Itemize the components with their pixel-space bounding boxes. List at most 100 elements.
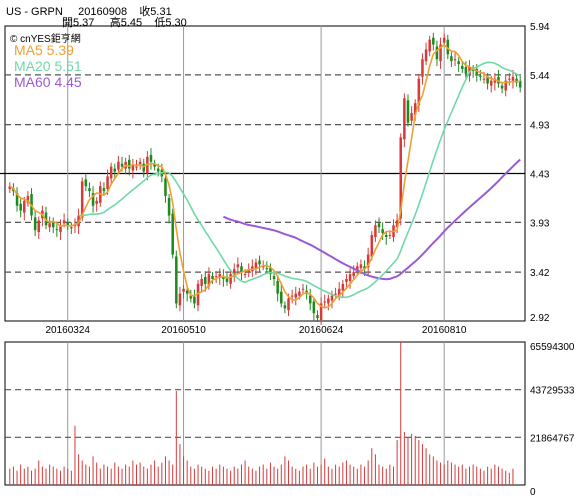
candle-body — [287, 298, 290, 311]
candle-body — [254, 262, 258, 269]
candle-body — [388, 235, 392, 237]
candle-body — [120, 163, 124, 167]
legend-ma5: MA5 5.39 — [14, 42, 74, 58]
candle-body — [229, 274, 232, 284]
volume-y-tick-label: 65594300 — [530, 342, 575, 353]
candle-body — [62, 220, 66, 224]
candle-body — [450, 56, 453, 62]
header-line-1: US - GRPN 20160908 收5.31 — [6, 3, 172, 19]
candle-body — [117, 161, 120, 170]
ma20-line — [78, 61, 521, 299]
candle-body — [15, 193, 19, 206]
candle-body — [406, 100, 410, 123]
x-tick-label: 20160810 — [422, 325, 467, 336]
candle-body — [446, 39, 450, 55]
candle-body — [518, 80, 522, 88]
candle-body — [417, 78, 421, 106]
candle-body — [345, 278, 348, 282]
volume-y-tick-label: 0 — [530, 487, 536, 498]
candle-body — [33, 217, 37, 231]
candle-body — [399, 137, 403, 219]
candle-body — [214, 276, 218, 278]
candle-body — [489, 80, 493, 86]
candle-body — [352, 272, 355, 277]
candle-body — [95, 200, 98, 204]
symbol: US - GRPN — [6, 6, 63, 18]
candle-body — [175, 256, 178, 304]
candle-body — [308, 295, 312, 304]
ma5-line — [9, 44, 521, 309]
candle-body — [135, 166, 138, 168]
candle-body — [283, 305, 287, 309]
candle-body — [261, 266, 265, 268]
y-tick-label: 5.44 — [530, 71, 550, 82]
candle-body — [113, 168, 117, 172]
candle-body — [377, 223, 381, 228]
candle-body — [500, 85, 504, 89]
y-tick-label: 2.92 — [530, 313, 550, 324]
candle-body — [131, 164, 135, 171]
x-tick-label: 20160324 — [45, 325, 90, 336]
candle-body — [432, 37, 435, 45]
candle-body — [200, 278, 203, 286]
candle-body — [374, 225, 377, 237]
candle-body — [453, 59, 457, 61]
brand-label: © cnYES鉅亨網 — [10, 30, 81, 45]
candle-body — [218, 274, 222, 279]
candle-body — [348, 274, 352, 281]
candle-body — [327, 298, 330, 304]
candle-body — [171, 213, 174, 255]
candle-body — [403, 98, 406, 140]
candle-body — [127, 159, 131, 169]
candle-body — [80, 181, 84, 218]
candle-body — [442, 37, 446, 43]
candle-body — [204, 277, 207, 284]
candle-body — [91, 193, 95, 206]
candle-body — [312, 301, 316, 314]
candle-body — [55, 229, 59, 231]
candle-body — [88, 188, 91, 192]
candle-body — [337, 288, 341, 296]
candle-body — [48, 223, 51, 228]
candle-body — [356, 266, 359, 271]
candle-body — [8, 186, 12, 190]
candle-body — [182, 288, 185, 292]
candle-body — [66, 222, 69, 226]
candle-body — [479, 75, 482, 77]
candle-body — [142, 163, 146, 172]
candle-body — [280, 291, 283, 304]
candle-body — [51, 221, 55, 228]
candle-body — [153, 163, 156, 167]
candle-body — [258, 260, 261, 265]
candle-body — [366, 254, 370, 268]
candle-body — [381, 229, 384, 234]
candle-body — [497, 76, 500, 84]
candle-body — [59, 225, 62, 233]
candle-body — [276, 280, 279, 294]
candle-body — [298, 291, 301, 296]
copyright-icon: © — [10, 34, 18, 45]
legend-ma60: MA60 4.45 — [14, 74, 82, 90]
candle-body — [156, 168, 160, 172]
x-tick-label: 20160510 — [161, 325, 206, 336]
volume-y-tick-label: 43729533 — [530, 386, 575, 397]
candle-body — [370, 235, 374, 257]
y-tick-label: 4.43 — [530, 170, 550, 181]
candle-body — [334, 293, 337, 295]
y-tick-label: 4.93 — [530, 121, 550, 132]
candle-body — [457, 61, 460, 65]
volume-panel-frame — [4, 341, 526, 486]
candle-body — [504, 80, 507, 91]
candle-body — [269, 267, 272, 275]
candle-body — [109, 166, 113, 179]
candle-body — [508, 78, 511, 80]
y-tick-label: 3.93 — [530, 218, 550, 229]
candle-body — [410, 112, 413, 121]
candle-body — [319, 303, 323, 321]
candle-body — [178, 293, 182, 306]
candle-body — [265, 268, 269, 270]
close-price: 收5.31 — [139, 6, 172, 18]
candle-body — [240, 266, 243, 273]
